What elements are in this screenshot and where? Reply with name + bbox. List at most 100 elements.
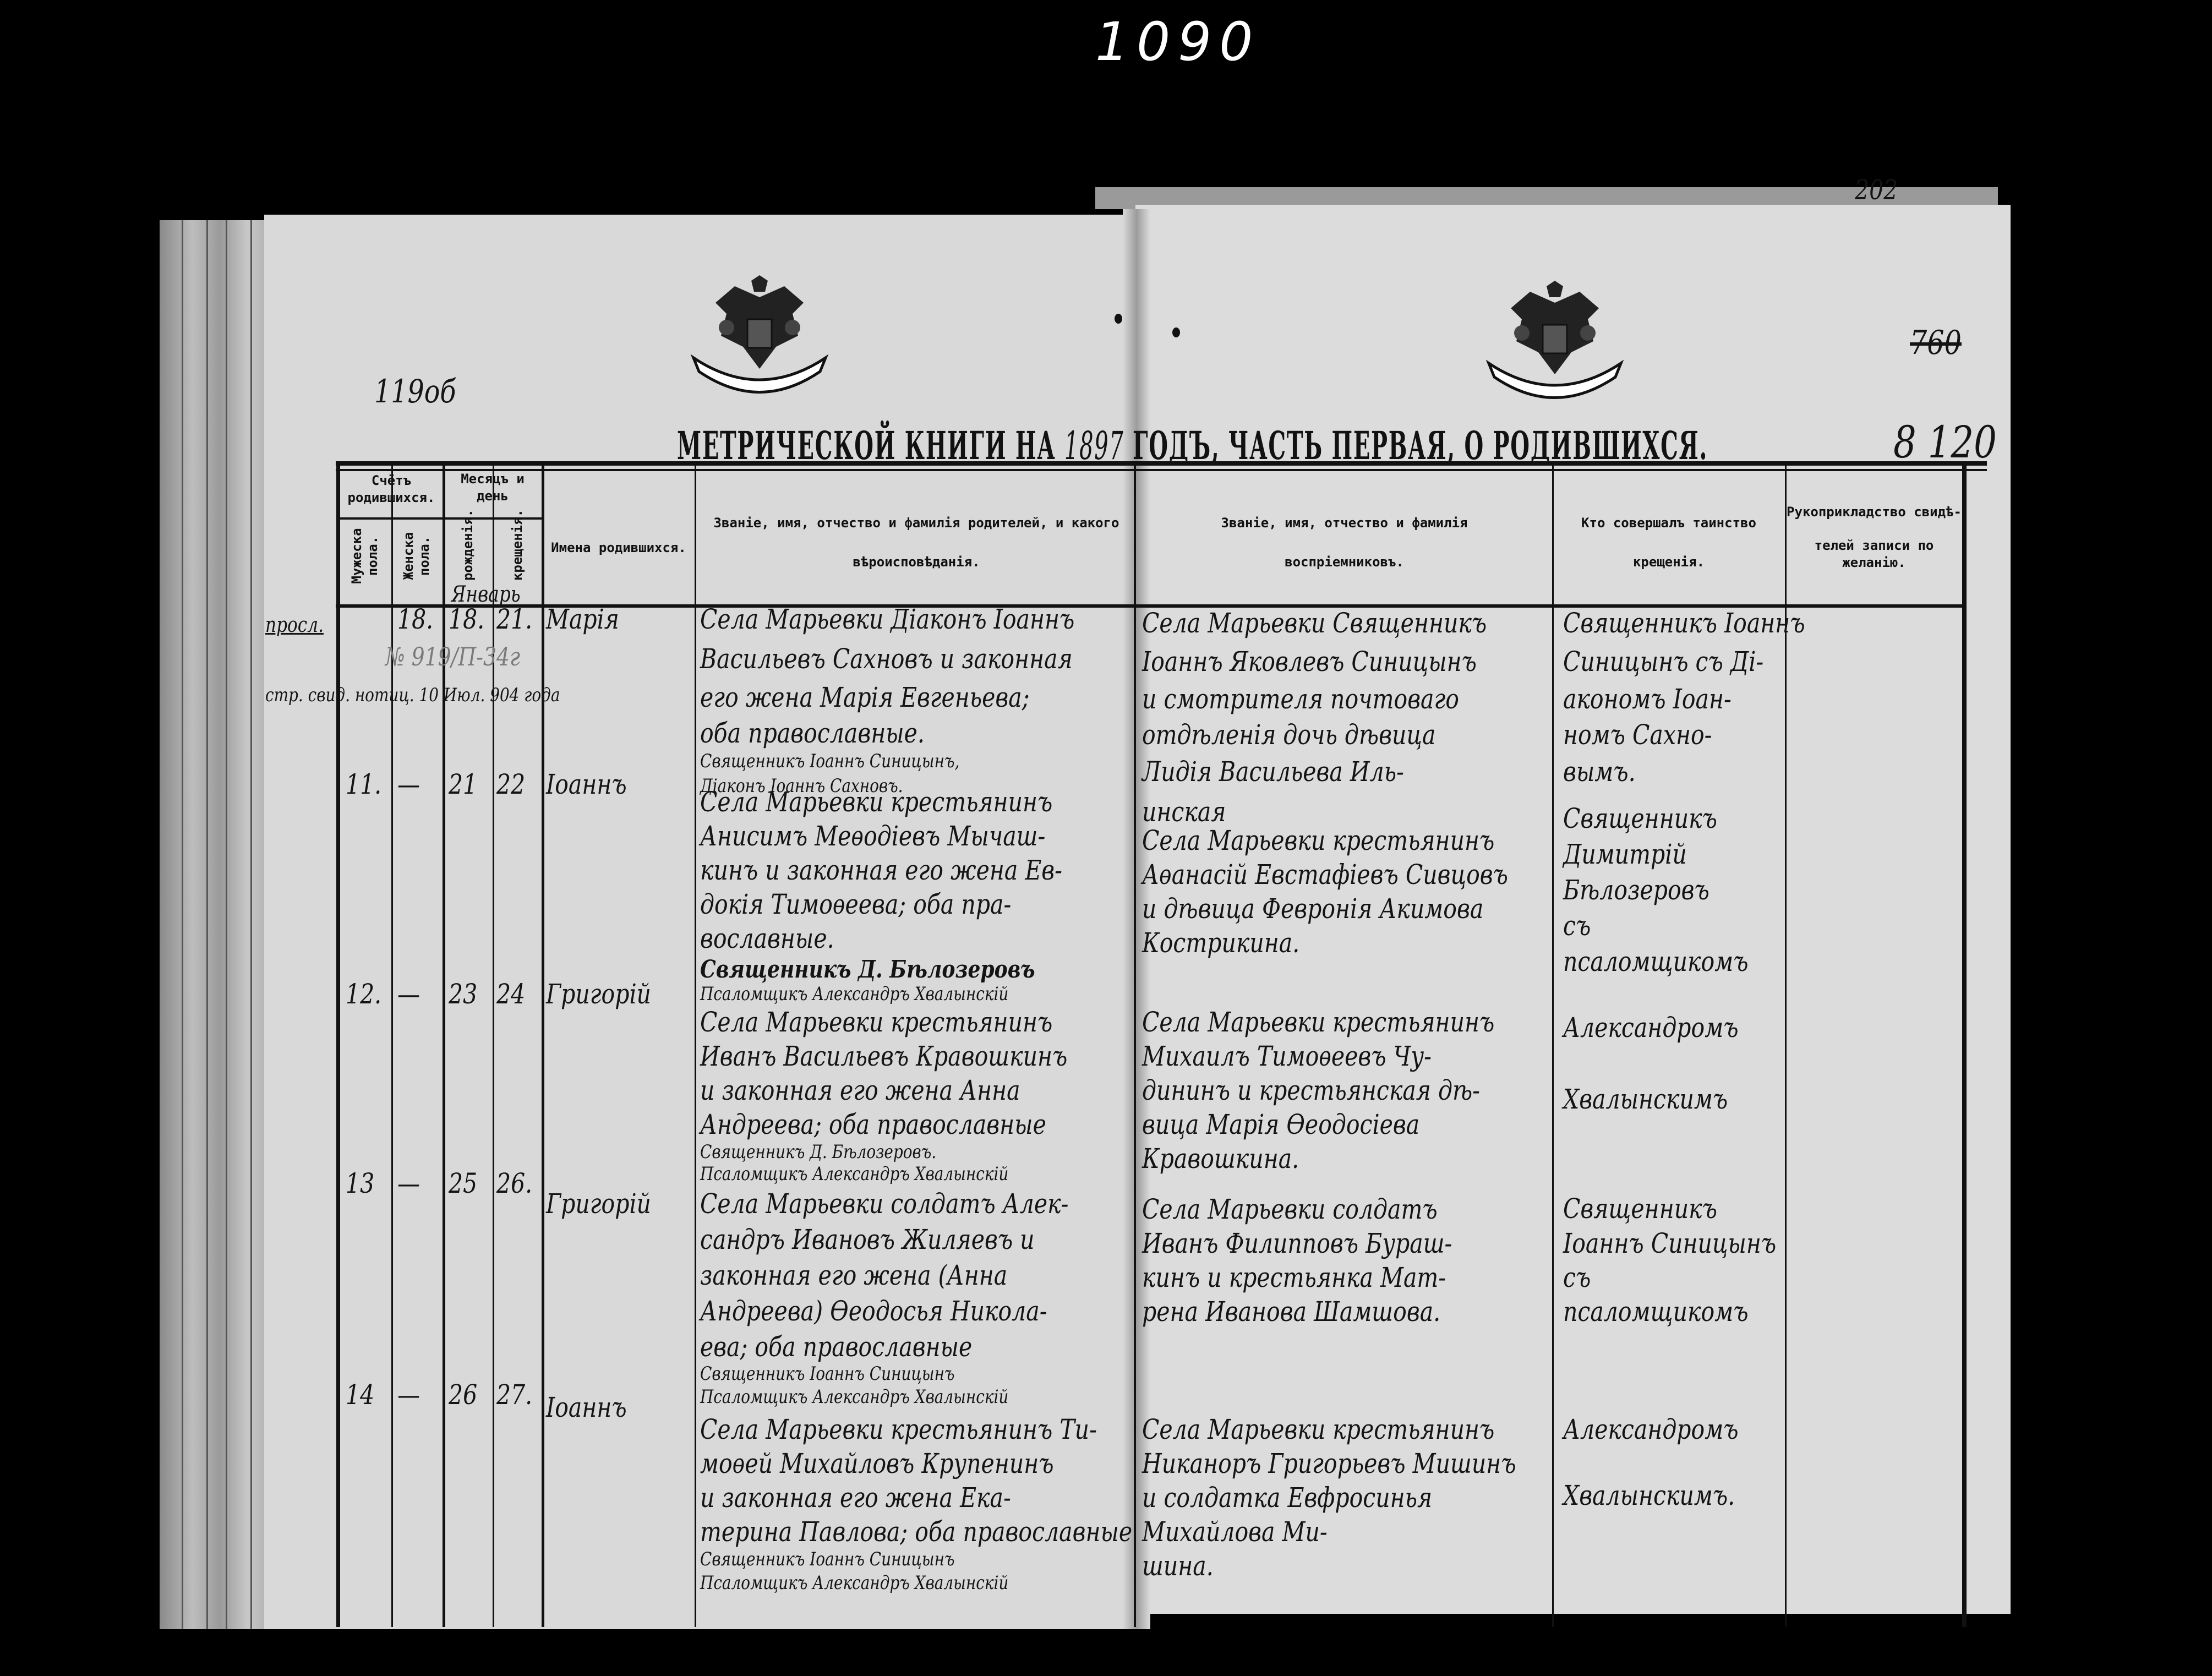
entry-parents-line: сандръ Ивановъ Жиляевъ и xyxy=(700,1224,1035,1255)
entry-child-name: Григорій xyxy=(546,978,651,1010)
entry-baptism-day: 21. xyxy=(496,603,533,635)
column-rule xyxy=(336,466,340,1627)
column-rule xyxy=(391,466,393,1627)
entry-clergy-signature: Псаломщикъ Александръ Хвалынскій xyxy=(700,1163,1009,1185)
entry-parents-line: ева; оба православные xyxy=(700,1331,973,1363)
entry-parents-line: Села Марьевки крестьянинъ xyxy=(700,786,1053,818)
entry-birth-day: 18. xyxy=(449,603,485,635)
entry-male-count: 14 xyxy=(346,1379,375,1411)
entry-parents-line: и законная его жена Анна xyxy=(700,1074,1020,1106)
entry-parents-line: оба православные. xyxy=(700,717,925,749)
entry-clergy-signature: Священникъ Іоаннъ Синицынъ, xyxy=(700,750,960,772)
header-male: Мужеска пола. xyxy=(349,528,380,584)
entry-parents-line: Васильевъ Сахновъ и законная xyxy=(700,643,1073,675)
register-title: МЕТРИЧЕСКОЙ КНИГИ НА 1897 ГОДЪ, ЧАСТЬ ПЕ… xyxy=(677,423,1708,468)
entry-performed-by-line: акономъ Іоан- xyxy=(1563,683,1732,715)
frame-number: 1090 xyxy=(1095,11,1261,73)
entry-male-count: 11. xyxy=(346,768,382,800)
entry-godparents-line: Села Марьевки крестьянинъ xyxy=(1142,1006,1495,1038)
entry-clergy-signature: Псаломщикъ Александръ Хвалынскій xyxy=(700,1386,1009,1408)
entry-performed-by-line: съ xyxy=(1563,910,1591,942)
header-godparents-line-2: воспріемниковъ. xyxy=(1285,554,1404,570)
column-rule xyxy=(1134,466,1136,1627)
left-page xyxy=(264,215,1137,1629)
entry-performed-by-line: Священникъ xyxy=(1563,1193,1717,1225)
entry-clergy-signature: Псаломщикъ Александръ Хвалынскій xyxy=(700,1572,1009,1594)
entry-female-count: — xyxy=(397,978,420,1010)
entry-performed-by-line: Священникъ Іоаннъ xyxy=(1563,607,1805,639)
margin-note-certificate: стр. свид. нотиц. 10 Июл. 904 года xyxy=(265,684,560,706)
entry-godparents-line: рена Иванова Шамшова. xyxy=(1142,1296,1441,1328)
header-performed-by-line-2: крещенія. xyxy=(1632,554,1705,570)
subheader-rule xyxy=(338,517,443,520)
pencil-note: № 919/П-34г xyxy=(385,642,521,672)
entry-female-count: — xyxy=(397,768,420,800)
entry-parents-line: его жена Марія Евгеньева; xyxy=(700,681,1030,713)
entry-godparents-line: Аѳанасій Евстафіевъ Сивцовъ xyxy=(1142,859,1508,891)
month-january: Январь xyxy=(451,582,521,607)
entry-performed-by-line: Бѣлозеровъ xyxy=(1563,874,1709,906)
column-rule xyxy=(542,466,544,1627)
entry-birth-day: 21 xyxy=(449,768,478,800)
header-top-rule xyxy=(336,461,1987,466)
entry-godparents-line: Лидія Васильева Иль- xyxy=(1142,756,1404,788)
entry-performed-by-line: Димитрій xyxy=(1563,838,1687,870)
right-page xyxy=(1135,205,2011,1614)
top-edge-note: 202 xyxy=(1855,174,1898,206)
entry-performed-by-line: Хвалынскимъ. xyxy=(1563,1480,1735,1511)
column-rule xyxy=(695,466,696,1627)
entry-clergy-signature: Священникъ Іоаннъ Синицынъ xyxy=(700,1363,955,1385)
header-godparents-line-1: Званіе, имя, отчество и фамилія xyxy=(1221,515,1468,531)
header-witnesses-line-1: Рукоприкладство свидѣ- xyxy=(1787,504,1962,520)
entry-baptism-day: 24 xyxy=(496,978,526,1010)
entry-child-name: Марія xyxy=(546,603,619,635)
entry-godparents-line: Кравошкина. xyxy=(1142,1143,1299,1175)
entry-godparents-line: дининъ и крестьянская дѣ- xyxy=(1142,1074,1481,1106)
entry-godparents-line: Кострикина. xyxy=(1142,927,1300,959)
header-witnesses: Рукоприкладство свидѣ- телей записи по ж… xyxy=(1786,504,1962,572)
entry-performed-by-line: Іоаннъ Синицынъ xyxy=(1563,1227,1777,1259)
entry-godparents-line: кинъ и крестьянка Мат- xyxy=(1142,1262,1446,1293)
title-year: 1897 xyxy=(1064,423,1124,468)
header-female: Женска пола. xyxy=(401,532,432,580)
entry-parents-line: Села Марьевки Діаконъ Іоаннъ xyxy=(700,603,1075,635)
title-prefix: МЕТРИЧЕСКОЙ КНИГИ НА xyxy=(677,423,1056,468)
header-birth: рожденія. xyxy=(460,509,476,581)
entry-parents-line: Иванъ Васильевъ Кравошкинъ xyxy=(700,1040,1068,1072)
entry-clergy-signature: Діаконъ Іоаннъ Сахновъ. xyxy=(700,775,903,797)
entry-performed-by-line: Александромъ xyxy=(1563,1012,1739,1044)
header-parents-line-1: Званіе, имя, отчество и фамилія родителе… xyxy=(713,515,1119,531)
crossed-folio-number: 760 xyxy=(1910,324,1962,362)
entry-female-count: 18. xyxy=(397,603,434,635)
column-rule xyxy=(443,466,445,1627)
entry-parents-line: и законная его жена Ека- xyxy=(700,1482,1011,1514)
entry-female-count: — xyxy=(397,1379,420,1411)
entry-performed-by-line: Синицынъ съ Ді- xyxy=(1563,646,1764,678)
entry-birth-day: 23 xyxy=(449,978,478,1010)
left-folio-number: 119об xyxy=(374,373,456,410)
column-rule xyxy=(1785,466,1787,1627)
entry-parents-line: моѳей Михайловъ Крупенинъ xyxy=(700,1448,1054,1480)
entry-birth-day: 25 xyxy=(449,1167,478,1199)
entry-godparents-line: Села Марьевки крестьянинъ xyxy=(1142,1413,1495,1445)
header-performed-by: Кто совершалъ таинство крещенія. xyxy=(1553,515,1784,571)
entry-godparents-line: инская xyxy=(1142,796,1226,828)
entry-performed-by-line: номъ Сахно- xyxy=(1563,719,1712,751)
entry-child-name: Іоаннъ xyxy=(546,1391,627,1423)
header-count-group: Счётъ родившихся. xyxy=(347,473,435,506)
entry-godparents-line: Села Марьевки Священникъ xyxy=(1142,607,1487,639)
entry-parents-line: Андреева; оба православные xyxy=(700,1109,1046,1140)
entry-parents-line: кинъ и законная его жена Ев- xyxy=(700,854,1063,886)
entry-performed-by-line: Хвалынскимъ xyxy=(1563,1083,1728,1115)
entry-child-name: Григорій xyxy=(546,1188,651,1220)
entry-clergy-signature: Псаломщикъ Александръ Хвалынскій xyxy=(700,983,1009,1005)
entry-parents-line: Андреева) Ѳеодосья Никола- xyxy=(700,1295,1047,1327)
header-bottom-rule xyxy=(336,604,1965,608)
entry-godparents-line: и солдатка Евфросинья xyxy=(1142,1482,1433,1514)
entry-godparents-line: Иванъ Филипповъ Бураш- xyxy=(1142,1227,1452,1259)
header-witnesses-line-2: телей записи по желанію. xyxy=(1814,538,1934,571)
right-folio-number: 8 120 xyxy=(1893,417,1997,468)
column-rule xyxy=(1552,466,1554,1627)
header-performed-by-line-1: Кто совершалъ таинство xyxy=(1581,515,1756,531)
entry-parents-line: Анисимъ Меѳодіевъ Мычаш- xyxy=(700,820,1046,852)
